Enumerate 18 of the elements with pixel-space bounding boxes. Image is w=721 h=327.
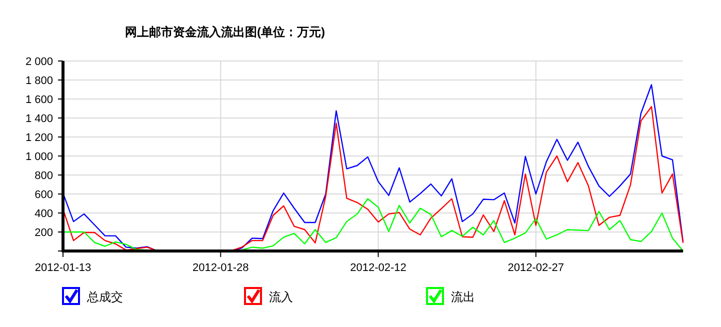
x-tick-label: 2012-02-12 [350, 262, 406, 274]
y-tick-label: 1 600 [25, 94, 53, 106]
y-tick-label: 1 400 [25, 113, 53, 125]
y-tick-label: 800 [34, 170, 53, 182]
y-tick-label: 200 [34, 227, 53, 239]
chart-title: 网上邮市资金流入流出图(单位：万元) [125, 25, 325, 39]
x-tick-label: 2012-01-28 [192, 262, 249, 274]
legend-label: 流出 [451, 290, 475, 304]
legend-label: 总成交 [86, 290, 123, 304]
y-tick-label: 1 800 [25, 75, 53, 87]
y-tick-label: 600 [34, 189, 53, 201]
y-tick-label: 1 000 [25, 151, 53, 163]
legend-label: 流入 [269, 290, 293, 304]
y-tick-label: 1 200 [25, 132, 53, 144]
y-tick-label: 2 000 [25, 56, 53, 68]
y-tick-label: 400 [34, 208, 53, 220]
x-tick-label: 2012-01-13 [34, 262, 92, 274]
x-tick-label: 2012-02-27 [508, 262, 564, 274]
